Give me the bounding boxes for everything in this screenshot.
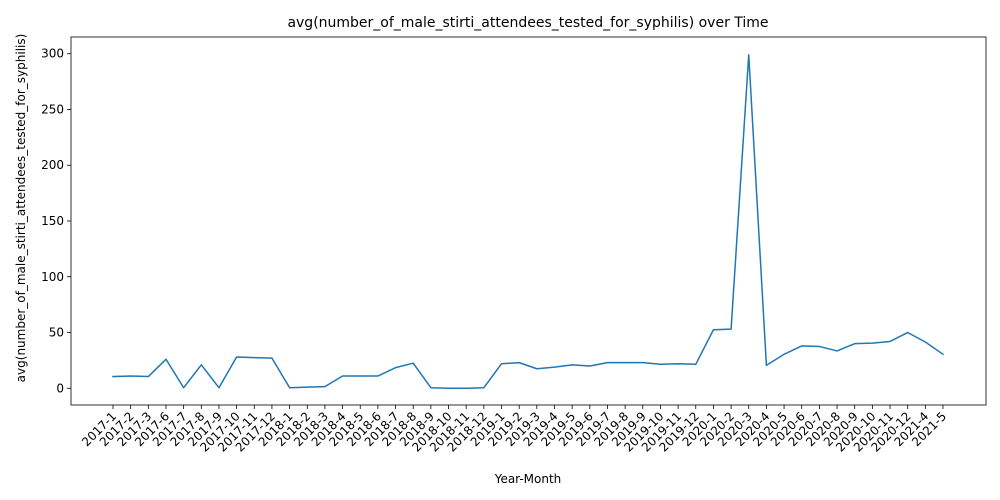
- y-tick-label: 300: [41, 47, 64, 61]
- y-axis-title: avg(number_of_male_stirti_attendees_test…: [14, 34, 28, 383]
- y-tick-label: 50: [49, 326, 64, 340]
- y-tick-label: 0: [56, 381, 64, 395]
- y-tick-label: 250: [41, 102, 64, 116]
- y-tick-label: 100: [41, 270, 64, 284]
- y-tick-label: 200: [41, 158, 64, 172]
- x-axis-title: Year-Month: [494, 472, 562, 486]
- y-tick-label: 150: [41, 214, 64, 228]
- axes-frame: [70, 36, 987, 406]
- series-line: [112, 54, 945, 390]
- chart-title: avg(number_of_male_stirti_attendees_test…: [287, 15, 768, 31]
